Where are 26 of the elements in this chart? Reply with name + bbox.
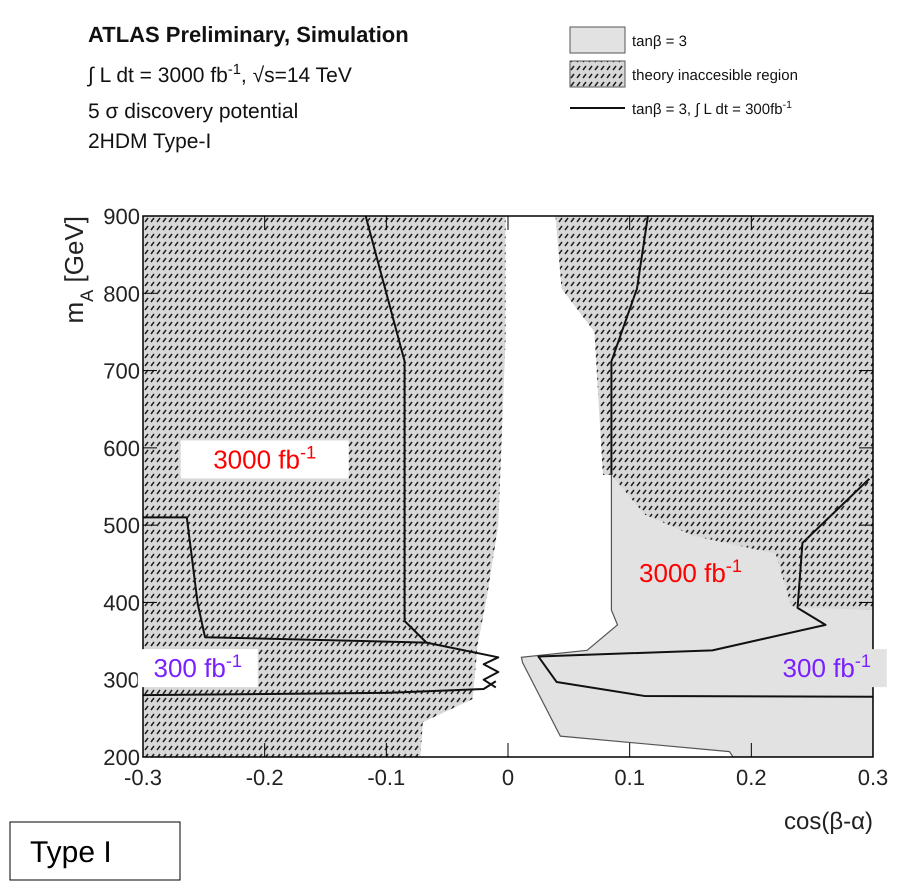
annotation: 300 fb$^{-1}$ [782, 651, 871, 684]
x-axis-title: cos(β-α) [784, 808, 873, 835]
y-tick-label: 300 [103, 668, 140, 693]
y-tick-label: 800 [103, 281, 140, 306]
legend-label: theory inaccesible region [632, 67, 798, 84]
y-tick-label: 400 [103, 590, 140, 616]
y-tick-label: 600 [103, 436, 140, 461]
y-tick-label: 500 [103, 513, 140, 538]
text: Type I [30, 836, 112, 869]
chart-subtitle: ∫ L dt = 3000 fb$^{-1}$, √s=14 TeV [87, 62, 352, 87]
legend-label: tanβ = 3 [632, 33, 687, 50]
legend-label: tanβ = 3, ∫ L dt = 300fb$^{-1}$ [632, 99, 792, 118]
chart-title: ATLAS Preliminary, Simulation [88, 22, 409, 47]
x-tick-label: -0.1 [367, 765, 406, 790]
y-tick-label: 900 [103, 204, 140, 229]
text: 5 σ discovery potential [88, 100, 298, 123]
text: 2HDM Type-I [88, 130, 212, 153]
annotation: 300 fb$^{-1}$ [154, 651, 242, 684]
x-tick-label: -0.2 [246, 765, 284, 790]
x-tick-label: 0.2 [736, 765, 767, 790]
x-tick-label: 0.3 [858, 765, 888, 790]
annotation: 3000 fb$^{-1}$ [639, 556, 742, 588]
x-tick-label: 0 [502, 765, 514, 790]
y-tick-label: 700 [103, 358, 140, 384]
annotation: 3000 fb$^{-1}$ [213, 442, 316, 474]
x-tick-label: 0.1 [614, 765, 645, 790]
